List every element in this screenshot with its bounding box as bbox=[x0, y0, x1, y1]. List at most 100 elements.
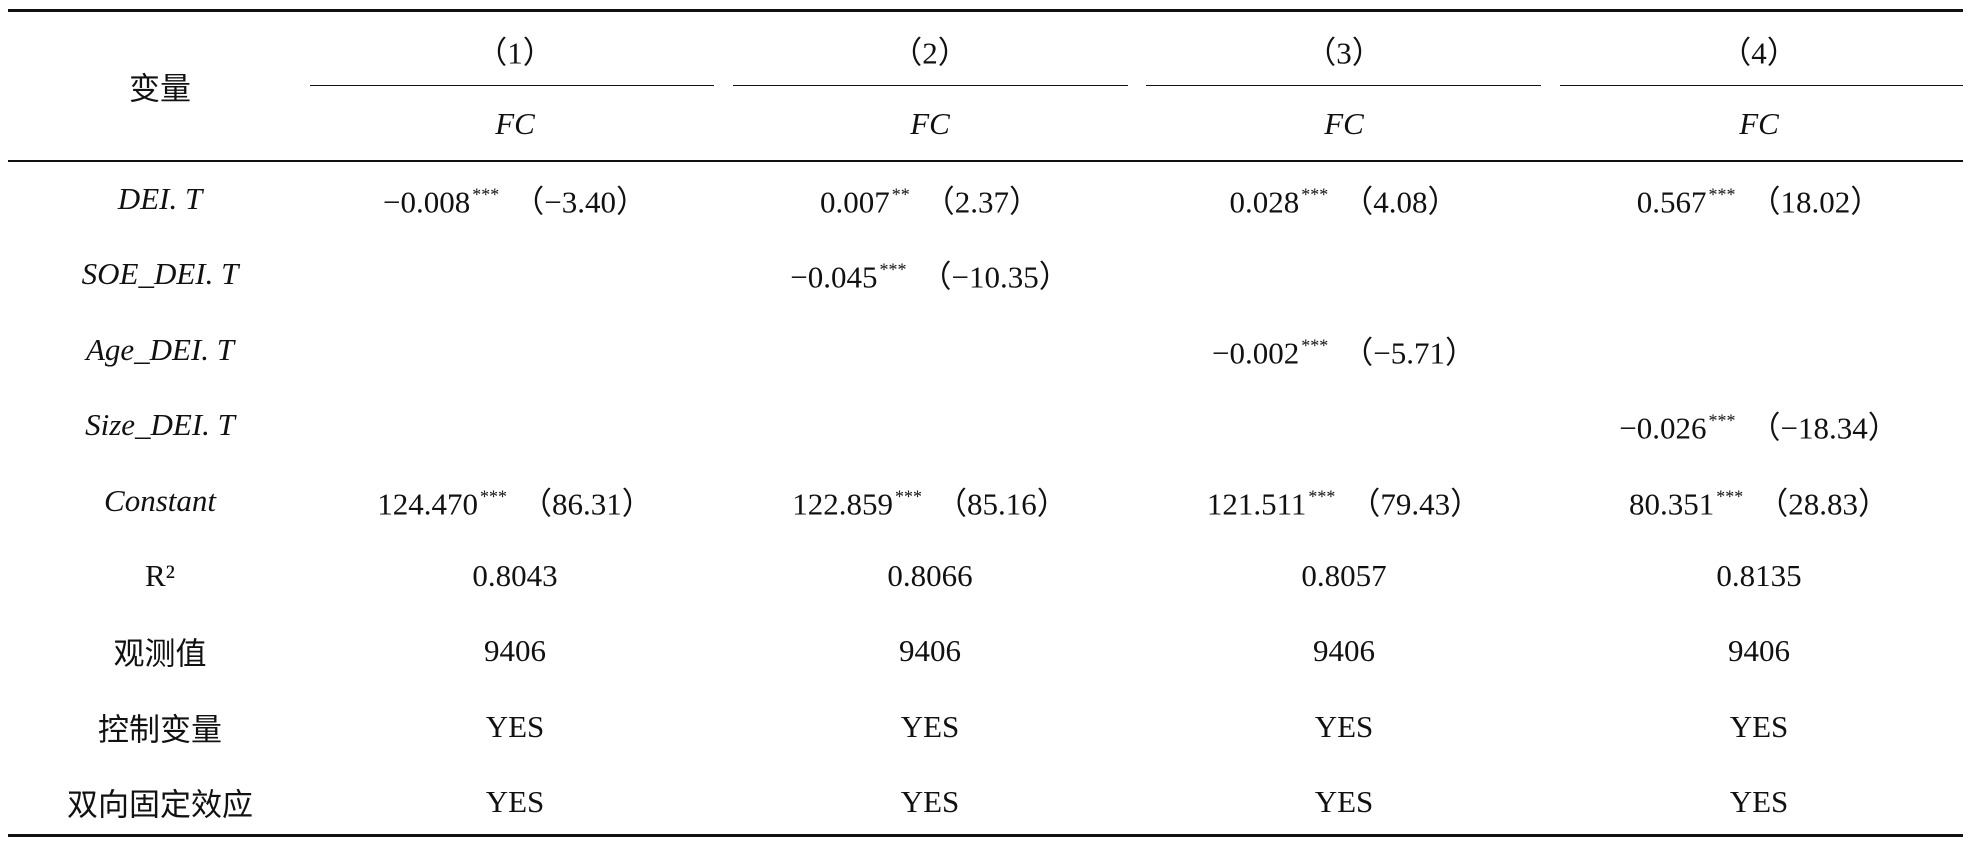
t-value: （−3.40） bbox=[513, 184, 647, 220]
mid-rule bbox=[8, 160, 1963, 162]
cell: 0.567 *** （18.02） bbox=[1637, 177, 1882, 222]
coefficient: −0.002 bbox=[1212, 335, 1300, 371]
t-value: （−10.35） bbox=[920, 259, 1070, 295]
row-label: Constant bbox=[104, 482, 216, 518]
sub-rule bbox=[1560, 85, 1963, 86]
coefficient: 0.007 bbox=[820, 184, 890, 220]
coefficient: 9406 bbox=[899, 633, 961, 669]
cell: 0.007 ** （2.37） bbox=[820, 177, 1040, 222]
coefficient: 0.567 bbox=[1636, 184, 1707, 220]
significance: *** bbox=[1708, 184, 1736, 205]
row-label: 观测值 bbox=[113, 636, 207, 672]
sub-rule bbox=[310, 85, 714, 86]
coefficient: 0.8057 bbox=[1301, 558, 1387, 593]
row-label: 双向固定效应 bbox=[67, 787, 253, 823]
cell: 0.8135 bbox=[1716, 558, 1801, 594]
cell: −0.008 *** （−3.40） bbox=[383, 177, 647, 222]
column-number: （2） bbox=[891, 35, 969, 71]
significance: *** bbox=[895, 486, 922, 507]
coefficient: YES bbox=[1314, 708, 1374, 744]
column-number: （4） bbox=[1720, 35, 1798, 71]
cell: −0.026 *** （−18.34） bbox=[1619, 403, 1898, 448]
cell: 80.351 *** （28.83） bbox=[1629, 478, 1889, 523]
t-value: （4.08） bbox=[1342, 184, 1459, 220]
coefficient: 9406 bbox=[484, 633, 546, 669]
cell: 0.8066 bbox=[887, 558, 972, 594]
coefficient: YES bbox=[900, 784, 960, 820]
cell: −0.045 *** （−10.35） bbox=[790, 252, 1069, 297]
cell: YES bbox=[1315, 784, 1374, 820]
cell: 121.511 *** （79.43） bbox=[1207, 478, 1481, 523]
coefficient: 0.8066 bbox=[887, 558, 973, 593]
cell: YES bbox=[1730, 709, 1789, 745]
coefficient: 121.511 bbox=[1206, 486, 1307, 522]
cell: 0.8057 bbox=[1301, 558, 1386, 594]
significance: *** bbox=[1301, 335, 1329, 356]
row-label: DEI. T bbox=[117, 181, 203, 216]
significance: *** bbox=[1308, 486, 1336, 507]
significance: *** bbox=[879, 259, 907, 280]
significance: *** bbox=[480, 486, 507, 507]
cell: 9406 bbox=[899, 633, 961, 669]
t-value: （−5.71） bbox=[1342, 335, 1476, 371]
t-value: （2.37） bbox=[923, 184, 1040, 220]
cell: YES bbox=[486, 709, 545, 745]
coefficient: YES bbox=[900, 708, 960, 744]
coefficient: 9406 bbox=[1728, 633, 1790, 669]
sub-rule bbox=[1146, 85, 1541, 86]
column-number: （1） bbox=[476, 35, 554, 71]
coefficient: YES bbox=[485, 784, 545, 820]
coefficient: YES bbox=[1729, 708, 1789, 744]
top-rule bbox=[8, 9, 1963, 12]
cell: 9406 bbox=[1728, 633, 1790, 669]
row-label: SOE_DEI. T bbox=[81, 256, 239, 292]
row-label: Size_DEI. T bbox=[85, 407, 235, 443]
coefficient: −0.045 bbox=[790, 259, 878, 295]
sub-rule bbox=[733, 85, 1128, 86]
significance: *** bbox=[1716, 486, 1744, 507]
coefficient: 0.8135 bbox=[1716, 558, 1802, 593]
row-label: R² bbox=[145, 558, 175, 593]
coefficient: YES bbox=[1314, 784, 1374, 820]
cell: 9406 bbox=[484, 633, 546, 669]
dependent-var: FC bbox=[910, 106, 950, 141]
row-label: 控制变量 bbox=[98, 712, 222, 748]
cell: YES bbox=[1730, 784, 1789, 820]
coefficient: 80.351 bbox=[1629, 486, 1715, 522]
cell: YES bbox=[1315, 709, 1374, 745]
cell: YES bbox=[486, 784, 545, 820]
coefficient: 124.470 bbox=[377, 486, 478, 522]
t-value: （28.83） bbox=[1757, 486, 1889, 522]
coefficient: YES bbox=[1729, 784, 1789, 820]
header-label: 变量 bbox=[129, 71, 191, 107]
dependent-var: FC bbox=[1324, 106, 1364, 141]
row-label: Age_DEI. T bbox=[85, 331, 235, 367]
significance: *** bbox=[472, 184, 500, 205]
cell: 122.859 *** （85.16） bbox=[792, 478, 1068, 523]
t-value: （85.16） bbox=[936, 486, 1068, 522]
significance: *** bbox=[1708, 410, 1736, 431]
cell: 9406 bbox=[1313, 633, 1375, 669]
coefficient: −0.026 bbox=[1619, 410, 1707, 446]
significance: *** bbox=[1301, 184, 1329, 205]
cell: 124.470 *** （86.31） bbox=[377, 478, 653, 523]
cell: 0.8043 bbox=[472, 558, 557, 594]
t-value: （79.43） bbox=[1349, 486, 1482, 522]
significance: ** bbox=[891, 184, 910, 205]
cell: YES bbox=[901, 784, 960, 820]
t-value: （−18.34） bbox=[1749, 410, 1899, 446]
t-value: （86.31） bbox=[521, 486, 653, 522]
coefficient: 9406 bbox=[1313, 633, 1375, 669]
coefficient: YES bbox=[485, 708, 545, 744]
cell: YES bbox=[901, 709, 960, 745]
dependent-var: FC bbox=[1739, 106, 1779, 141]
cell: 0.028 *** （4.08） bbox=[1230, 177, 1459, 222]
dependent-var: FC bbox=[495, 106, 535, 141]
coefficient: 0.8043 bbox=[472, 558, 558, 593]
coefficient: −0.008 bbox=[383, 184, 471, 220]
cell: −0.002 *** （−5.71） bbox=[1212, 327, 1476, 372]
t-value: （18.02） bbox=[1749, 184, 1882, 220]
coefficient: 0.028 bbox=[1229, 184, 1300, 220]
bottom-rule bbox=[8, 834, 1963, 837]
